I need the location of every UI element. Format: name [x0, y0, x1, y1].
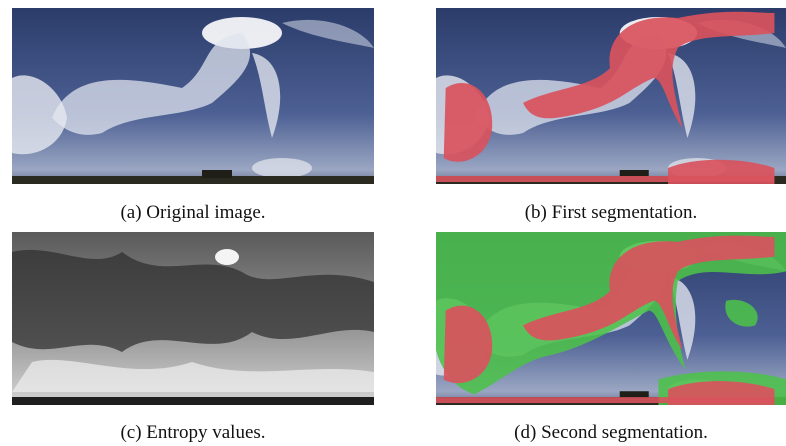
original-image — [12, 8, 374, 184]
page: (a) Original image. (b) First segmentati… — [0, 0, 786, 446]
caption: (c) Entropy values. — [120, 422, 265, 443]
figure: (a) Original image. (b) First segmentati… — [0, 0, 786, 446]
first-segmentation-image — [436, 8, 786, 184]
second-segmentation-image — [436, 232, 786, 405]
entropy-image — [12, 232, 374, 405]
caption: (b) First segmentation. — [525, 202, 698, 223]
caption: (d) Second segmentation. — [514, 422, 708, 443]
caption: (a) Original image. — [120, 202, 265, 223]
